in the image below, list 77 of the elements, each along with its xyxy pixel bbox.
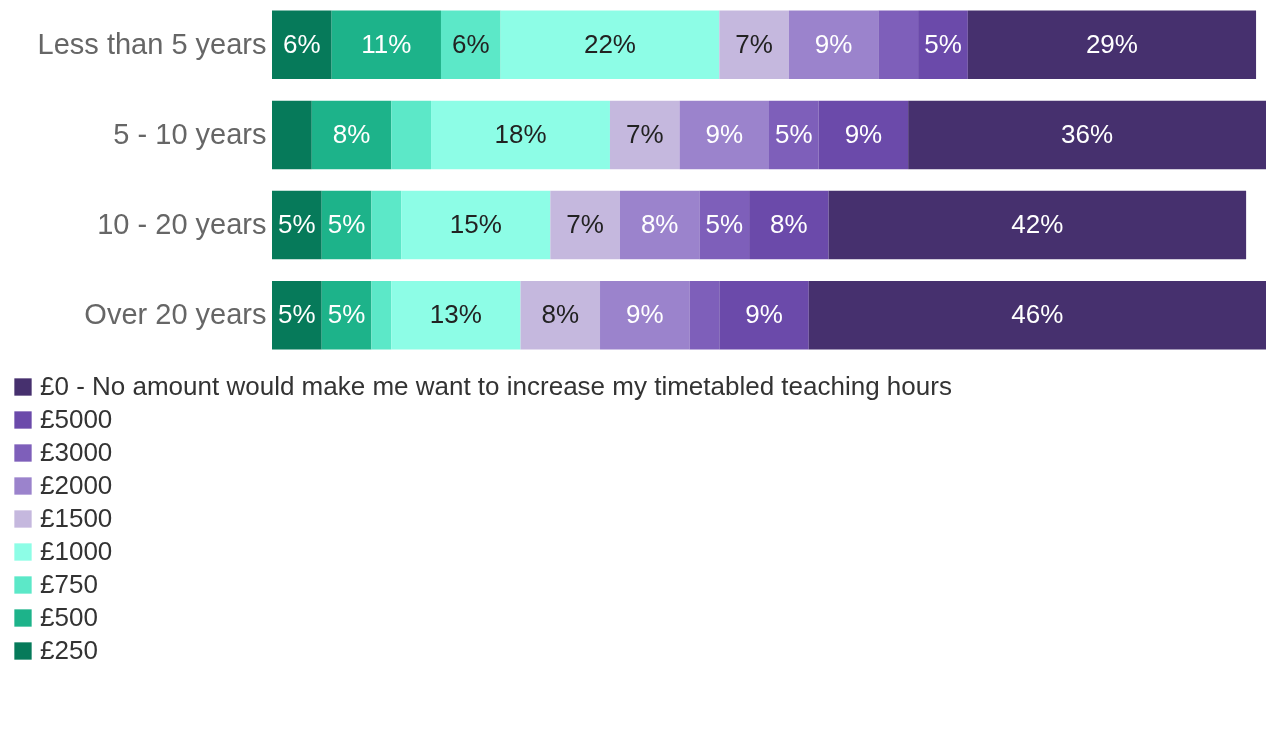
- bar: [272, 10, 332, 80]
- bar: [391, 100, 432, 170]
- bar: [818, 100, 909, 170]
- data-label: 5%: [775, 118, 813, 149]
- bar: [272, 280, 322, 350]
- data-label: 5%: [278, 299, 316, 330]
- bar: [391, 280, 521, 350]
- bar: [431, 100, 610, 170]
- y-tick-label: 10 - 20 years: [97, 208, 267, 241]
- y-tick-label: Less than 5 years: [37, 27, 267, 60]
- bar: [918, 10, 968, 80]
- data-label: 8%: [332, 118, 371, 149]
- data-label: 6%: [452, 28, 490, 59]
- data-label: 5%: [327, 209, 366, 240]
- legend-label: £1000: [40, 536, 113, 566]
- data-label: 9%: [625, 299, 664, 330]
- bar: [600, 280, 690, 350]
- data-label: 46%: [1011, 299, 1064, 330]
- bar: [699, 190, 750, 260]
- data-label: 13%: [429, 299, 482, 330]
- y-tick-label: 5 - 10 years: [113, 117, 267, 150]
- legend-label: £750: [40, 569, 98, 599]
- data-label: 6%: [283, 28, 321, 59]
- data-label: 5%: [705, 209, 744, 240]
- data-label: 11%: [361, 28, 412, 59]
- bar: [828, 190, 1247, 260]
- data-label: 5%: [327, 299, 366, 330]
- data-label: 9%: [844, 118, 883, 149]
- bar: [311, 100, 392, 170]
- data-label: 7%: [566, 209, 604, 240]
- bar: [908, 100, 1266, 170]
- bar: [440, 10, 501, 80]
- data-label: 18%: [494, 118, 547, 149]
- bar: [550, 190, 620, 260]
- data-label: 15%: [449, 209, 502, 240]
- data-label: 9%: [814, 28, 853, 59]
- bar: [331, 10, 441, 80]
- legend-label: £5000: [40, 404, 113, 434]
- bar: [500, 10, 720, 80]
- data-label: 5%: [278, 209, 316, 240]
- data-label: 5%: [924, 28, 962, 59]
- data-label: 29%: [1085, 28, 1138, 59]
- bar: [520, 280, 601, 350]
- data-label: 7%: [625, 118, 664, 149]
- data-label: 8%: [770, 209, 808, 240]
- data-label: 8%: [640, 209, 679, 240]
- legend-label: £2000: [40, 470, 113, 500]
- y-tick-label: Over 20 years: [84, 298, 267, 331]
- bar: [689, 280, 720, 350]
- data-label: 9%: [705, 118, 744, 149]
- data-label: 8%: [541, 299, 580, 330]
- bar: [749, 190, 829, 260]
- bar: [808, 280, 1266, 350]
- legend-label: £500: [40, 602, 98, 632]
- data-label: 7%: [735, 28, 773, 59]
- bar: [609, 100, 680, 170]
- bar: [719, 10, 789, 80]
- bar: [878, 10, 919, 80]
- bar: [272, 100, 312, 170]
- data-label: 42%: [1011, 209, 1064, 240]
- bar: [719, 280, 809, 350]
- bar: [401, 190, 551, 260]
- bar: [619, 190, 700, 260]
- bar: [371, 280, 392, 350]
- bar: [371, 190, 402, 260]
- bar: [679, 100, 769, 170]
- legend-label: £1500: [40, 503, 113, 533]
- legend-label: £0 - No amount would make me want to increase my timetabled teaching hours: [40, 371, 952, 401]
- data-label: 9%: [745, 299, 783, 330]
- bar: [272, 190, 322, 260]
- legend-label: £3000: [40, 437, 113, 467]
- bar: [788, 10, 879, 80]
- bar: [967, 10, 1257, 80]
- legend-label: £250: [40, 635, 98, 665]
- data-label: 22%: [583, 28, 636, 59]
- data-label: 36%: [1061, 118, 1114, 149]
- bar: [769, 100, 819, 170]
